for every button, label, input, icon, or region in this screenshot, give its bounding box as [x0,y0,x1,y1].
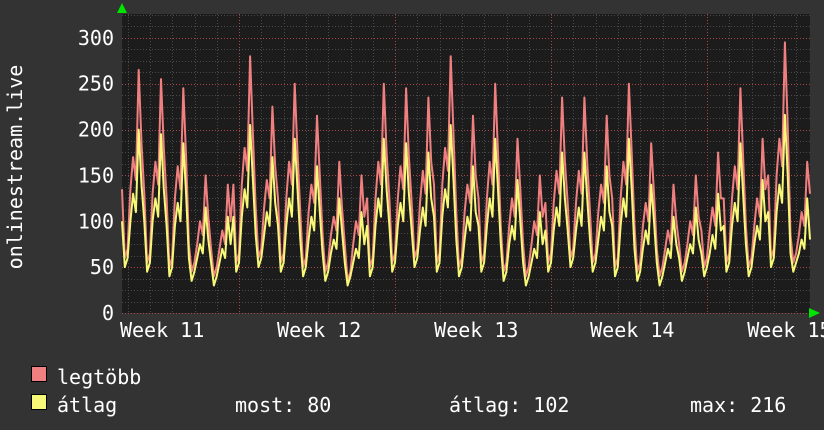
y-axis-label: 50 [90,255,114,279]
y-axis-label: 300 [78,26,114,50]
chart-canvas: 0 50 100 150 200 250 300 Week 11 Week 12 Week 13 W… [78,3,824,342]
y-axis-label: 100 [78,209,114,233]
stat-atlag: átlag: 102 [449,393,570,417]
x-axis-label: Week 14 [590,318,674,342]
series-atlag-line [121,113,811,287]
x-axis-label: Week 12 [277,318,361,342]
y-axis-label: 200 [78,118,114,142]
x-axis-label: Week 11 [120,318,204,342]
x-axis-arrow-icon [809,308,820,318]
legend-row-atlag: átlag most: 80 átlag: 102 max: 216 [0,393,824,417]
x-axis-label: Week 13 [434,318,518,342]
y-axis-label: 0 [102,301,114,325]
y-axis-arrow-icon [117,3,127,13]
stat-max: max: 216 [690,393,787,417]
stat-most: most: 80 [235,393,332,417]
y-axis-label: 250 [78,72,114,96]
legend-label-atlag: átlag [57,393,118,417]
legend-swatch-legtobb [31,366,47,382]
x-axis-label: Week 15 [747,318,824,342]
y-axis-label: 150 [78,163,114,187]
legend-label-legtobb: legtöbb [57,365,142,389]
legend-row-legtobb: legtöbb [0,365,824,389]
series-legtobb-line [121,41,811,282]
legend-swatch-atlag [31,394,47,410]
